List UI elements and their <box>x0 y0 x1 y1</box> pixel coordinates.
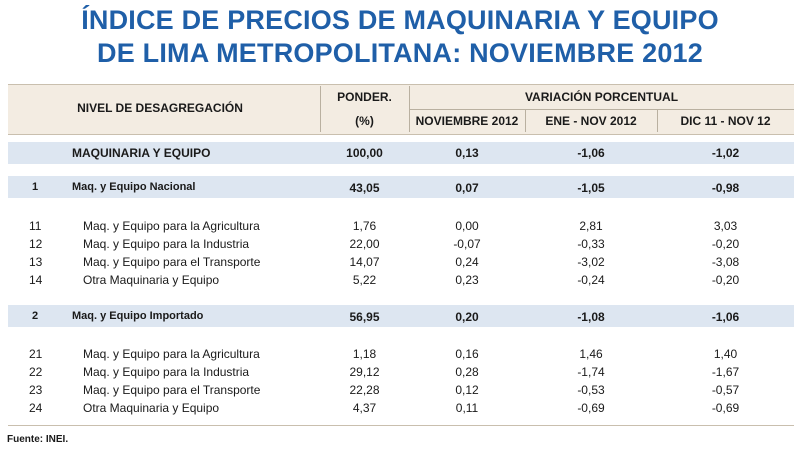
row-label: Maq. y Equipo para la Agricultura <box>83 347 260 361</box>
row-v3: -0,69 <box>711 401 740 415</box>
row-code: 13 <box>29 255 43 269</box>
header-divider <box>525 110 526 132</box>
row-v3: -3,08 <box>711 255 740 269</box>
header-col-noviembre: NOVIEMBRE 2012 <box>415 114 519 128</box>
group-row-band <box>8 305 794 327</box>
header-top-rule <box>8 84 794 85</box>
header-variacion: VARIACIÓN PORCENTUAL <box>524 90 679 104</box>
row-code: 21 <box>29 347 43 361</box>
table-bottom-rule <box>8 425 794 426</box>
row-label: Otra Maquinaria y Equipo <box>83 273 220 287</box>
row-v2: -3,02 <box>577 255 605 269</box>
group-v3: -1,06 <box>711 310 740 324</box>
group-ponder: 56,95 <box>349 310 380 324</box>
row-v3: 3,03 <box>713 219 738 233</box>
group-label: Maq. y Equipo Importado <box>72 310 204 322</box>
group-v2: -1,08 <box>577 310 605 324</box>
row-v2: -0,24 <box>577 273 605 287</box>
header-ponder: PONDER. <box>337 90 392 104</box>
header-divider <box>657 110 658 132</box>
row-ponder: 5,22 <box>352 273 377 287</box>
header-col-ene-nov: ENE - NOV 2012 <box>545 114 637 128</box>
total-v3: -1,02 <box>711 146 740 160</box>
total-row-band <box>8 142 794 164</box>
row-v2: -0,53 <box>577 383 605 397</box>
row-v2: 2,81 <box>579 219 603 233</box>
row-v1: 0,12 <box>455 383 479 397</box>
row-code: 12 <box>29 237 43 251</box>
row-ponder: 14,07 <box>349 255 380 269</box>
header-divider <box>320 86 321 132</box>
total-v2: -1,06 <box>577 146 605 160</box>
group-label: Maq. y Equipo Nacional <box>72 181 196 193</box>
row-code: 11 <box>29 219 42 233</box>
row-v3: -0,20 <box>711 237 740 251</box>
group-code: 2 <box>32 310 39 322</box>
total-v1: 0,13 <box>455 146 479 160</box>
row-v3: -1,67 <box>711 365 740 379</box>
row-v1: 0,24 <box>455 255 479 269</box>
row-v1: 0,16 <box>455 347 479 361</box>
group-ponder: 43,05 <box>349 181 380 195</box>
row-v1: 0,28 <box>455 365 479 379</box>
header-ponder-unit: (%) <box>355 114 374 128</box>
row-code: 23 <box>29 383 43 397</box>
group-v3: -0,98 <box>711 181 740 195</box>
row-v1: -0,07 <box>453 237 481 251</box>
page-title-line1: ÍNDICE DE PRECIOS DE MAQUINARIA Y EQUIPO <box>81 5 719 35</box>
row-ponder: 29,12 <box>349 365 380 379</box>
row-ponder: 1,18 <box>352 347 377 361</box>
header-col-dic-nov: DIC 11 - NOV 12 <box>680 114 771 128</box>
row-v1: 0,11 <box>455 401 479 415</box>
row-ponder: 22,00 <box>349 237 380 251</box>
row-label: Maq. y Equipo para el Transporte <box>83 383 261 397</box>
row-v2: -0,69 <box>577 401 605 415</box>
group-v1: 0,20 <box>455 310 479 324</box>
group-v1: 0,07 <box>455 181 479 195</box>
header-bottom-rule <box>8 134 794 135</box>
source-note: Fuente: INEI. <box>7 434 69 445</box>
group-v2: -1,05 <box>577 181 605 195</box>
row-ponder: 22,28 <box>349 383 380 397</box>
row-v3: 1,40 <box>713 347 738 361</box>
page-title-line2: DE LIMA METROPOLITANA: NOVIEMBRE 2012 <box>97 38 703 68</box>
row-label: Maq. y Equipo para el Transporte <box>83 255 261 269</box>
row-label: Otra Maquinaria y Equipo <box>83 401 220 415</box>
group-row-band <box>8 176 794 198</box>
row-ponder: 4,37 <box>352 401 377 415</box>
row-label: Maq. y Equipo para la Industria <box>83 237 250 251</box>
group-code: 1 <box>32 181 39 193</box>
total-ponder: 100,00 <box>346 146 383 160</box>
total-label: MAQUINARIA Y EQUIPO <box>72 146 211 160</box>
row-v3: -0,57 <box>711 383 740 397</box>
row-v3: -0,20 <box>711 273 740 287</box>
row-v1: 0,23 <box>455 273 479 287</box>
row-v1: 0,00 <box>455 219 479 233</box>
row-label: Maq. y Equipo para la Industria <box>83 365 250 379</box>
row-ponder: 1,76 <box>352 219 377 233</box>
header-sub-rule <box>409 109 794 110</box>
row-code: 14 <box>29 273 43 287</box>
row-label: Maq. y Equipo para la Agricultura <box>83 219 260 233</box>
row-v2: 1,46 <box>579 347 603 361</box>
row-code: 22 <box>29 365 43 379</box>
row-v2: -0,33 <box>577 237 605 251</box>
row-v2: -1,74 <box>577 365 605 379</box>
row-code: 24 <box>29 401 43 415</box>
header-nivel: NIVEL DE DESAGREGACIÓN <box>77 101 243 115</box>
